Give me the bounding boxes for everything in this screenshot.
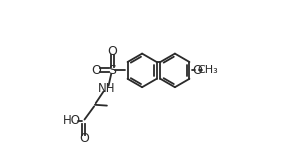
- Text: CH₃: CH₃: [197, 65, 218, 75]
- Text: O: O: [79, 132, 89, 145]
- Text: O: O: [92, 64, 101, 77]
- Text: O: O: [192, 64, 202, 77]
- Text: NH: NH: [98, 82, 116, 95]
- Text: S: S: [108, 64, 116, 77]
- Text: HO: HO: [63, 114, 81, 127]
- Text: O: O: [108, 45, 117, 58]
